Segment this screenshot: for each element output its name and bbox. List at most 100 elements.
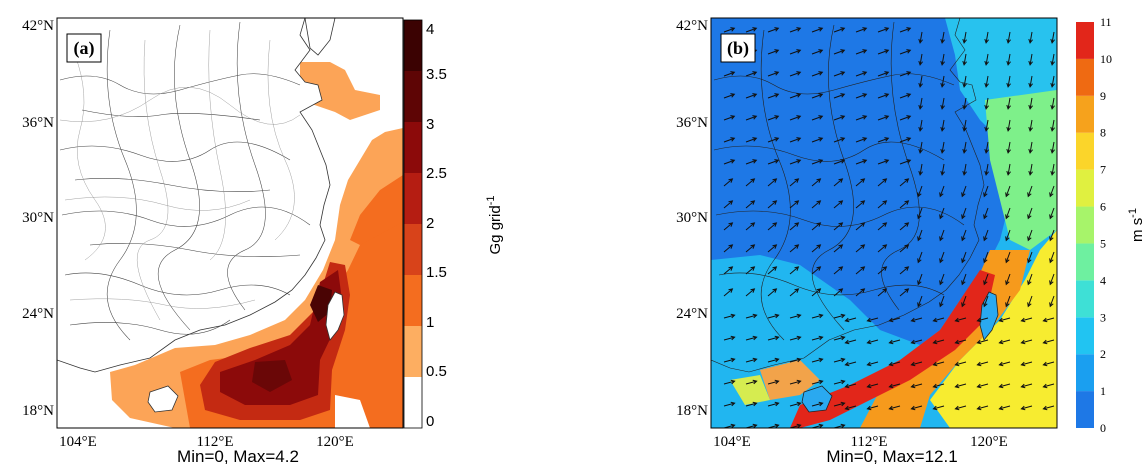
wind-arrow — [855, 137, 868, 143]
wind-arrow — [767, 357, 780, 363]
panel-a-lat-24: 24°N — [22, 306, 54, 322]
wind-arrow — [844, 339, 857, 345]
wind-arrow — [855, 27, 868, 33]
wind-arrow — [1027, 251, 1033, 264]
wind-arrow — [767, 115, 780, 121]
wind-arrow — [939, 273, 945, 286]
wind-arrow — [984, 119, 989, 132]
wind-arrow — [1006, 75, 1011, 88]
wind-arrow — [899, 71, 912, 77]
wind-arrow — [1006, 141, 1011, 154]
wind-arrow — [789, 288, 800, 297]
panel-a-cbar-band — [404, 275, 422, 326]
wind-arrow — [723, 71, 736, 77]
wind-arrow — [917, 251, 923, 264]
wind-arrow — [877, 200, 888, 209]
wind-arrow — [888, 317, 901, 323]
wind-arrow — [984, 141, 989, 154]
wind-arrow — [888, 339, 901, 345]
wind-arrow — [1005, 229, 1011, 242]
wind-arrow — [767, 335, 780, 341]
panel-b-cbar-tick: 1 — [1100, 384, 1106, 398]
wind-arrow — [767, 401, 780, 407]
panel-b-cbar-band — [1076, 58, 1094, 96]
wind-arrow — [723, 313, 736, 319]
panel-b-field-yellow — [930, 230, 1057, 428]
wind-arrow — [811, 137, 824, 143]
wind-arrow — [723, 379, 736, 385]
wind-arrow — [833, 244, 844, 253]
wind-arrow — [877, 137, 890, 143]
panel-b-cbar-tick: 10 — [1100, 52, 1112, 66]
wind-arrow — [1028, 75, 1033, 88]
wind-arrow — [844, 405, 857, 411]
panel-b-cbar-tick: 5 — [1100, 236, 1106, 250]
wind-arrow — [811, 93, 824, 99]
panel-b-lat-30: 30°N — [676, 210, 708, 226]
wind-arrow — [811, 357, 824, 363]
panel-a-white-gap — [335, 395, 370, 428]
wind-arrow — [767, 178, 778, 187]
wind-arrow — [767, 313, 780, 319]
wind-arrow — [767, 244, 778, 253]
wind-arrow — [833, 115, 846, 121]
wind-arrow — [940, 31, 945, 44]
wind-arrow — [847, 427, 856, 428]
wind-arrow — [984, 53, 989, 66]
wind-arrow — [833, 71, 846, 77]
panel-a-cbar-tick-4: 2 — [426, 215, 434, 232]
wind-arrow — [932, 361, 945, 367]
panel-a-sea-field-darkest — [310, 285, 332, 322]
wind-arrow — [723, 401, 736, 407]
wind-arrow — [1027, 229, 1033, 242]
wind-arrow — [789, 27, 802, 33]
wind-arrow — [723, 93, 736, 99]
wind-arrow — [1050, 163, 1055, 176]
wind-arrow — [899, 93, 912, 99]
wind-arrow — [1049, 295, 1055, 308]
wind-arrow — [899, 159, 912, 165]
wind-arrow — [723, 244, 734, 253]
wind-arrow — [1005, 185, 1011, 198]
wind-arrow — [1023, 427, 1032, 428]
panel-b-field-yellow-west — [730, 375, 770, 405]
wind-arrow — [1006, 31, 1011, 44]
wind-arrow — [962, 53, 967, 66]
wind-arrow — [877, 27, 890, 33]
wind-arrow — [1049, 185, 1055, 198]
wind-arrow — [939, 207, 945, 220]
wind-arrow — [939, 229, 945, 242]
wind-arrow — [745, 335, 758, 341]
panel-a-cbar-tick-5: 1.5 — [426, 264, 447, 281]
wind-arrow — [789, 178, 800, 187]
panel-a-cbar-band — [404, 224, 422, 275]
wind-arrow — [918, 75, 923, 88]
wind-arrow — [833, 313, 846, 319]
wind-arrow — [789, 200, 800, 209]
wind-arrow — [811, 178, 822, 187]
wind-arrow — [855, 159, 868, 165]
wind-arrow — [789, 313, 802, 319]
wind-arrow — [899, 288, 910, 297]
panel-b-cbar-band — [1076, 317, 1094, 355]
wind-arrow — [833, 159, 846, 165]
wind-arrow — [917, 229, 923, 242]
wind-arrow — [745, 27, 758, 33]
wind-arrow — [745, 93, 758, 99]
wind-arrow — [1028, 163, 1033, 176]
panel-b-cbar-tick: 8 — [1100, 126, 1106, 140]
wind-arrow — [1006, 119, 1011, 132]
wind-arrow — [833, 137, 846, 143]
wind-arrow — [855, 115, 868, 121]
wind-arrow — [1027, 185, 1033, 198]
wind-arrow — [855, 266, 866, 275]
wind-arrow — [833, 266, 844, 275]
panel-b-cbar-band — [1076, 391, 1094, 428]
wind-arrow — [869, 427, 878, 428]
wind-arrow — [866, 339, 879, 345]
wind-arrow — [723, 335, 736, 341]
panel-b-cbar-band — [1076, 22, 1094, 59]
panel-b-cbar-band — [1076, 354, 1094, 392]
